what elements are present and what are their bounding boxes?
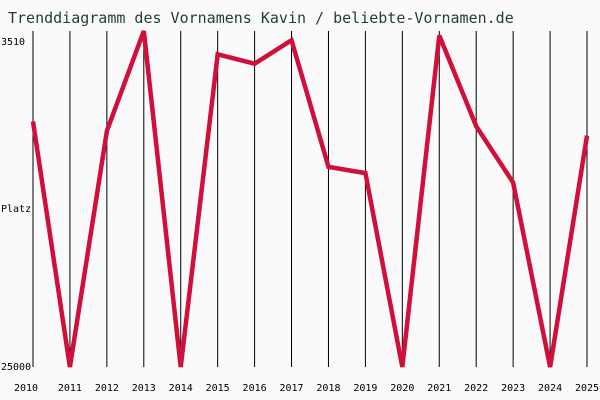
x-axis-tick-labels: 2010 2011 2012 2013 2014 2015 2016 2017 2018 2019… bbox=[14, 383, 599, 394]
y-tick-label-top: 3510 bbox=[1, 37, 25, 48]
x-tick-label-2018: 2018 bbox=[316, 383, 340, 394]
y-tick-label-bottom: 25000 bbox=[1, 362, 31, 373]
x-tick-label-2010: 2010 bbox=[14, 383, 38, 394]
x-tick-label-2022: 2022 bbox=[464, 383, 488, 394]
y-axis-label: Platz bbox=[1, 204, 31, 215]
x-tick-label-2011: 2011 bbox=[58, 383, 82, 394]
x-tick-label-2025: 2025 bbox=[575, 383, 599, 394]
x-tick-label-2016: 2016 bbox=[243, 383, 267, 394]
series-line bbox=[30, 30, 590, 368]
x-tick-label-2014: 2014 bbox=[169, 383, 193, 394]
x-tick-label-2019: 2019 bbox=[353, 383, 377, 394]
gridlines bbox=[69, 31, 588, 367]
x-tick-label-2024: 2024 bbox=[538, 383, 562, 394]
x-tick-label-2023: 2023 bbox=[501, 383, 525, 394]
x-tick-label-2021: 2021 bbox=[427, 383, 451, 394]
x-tick-label-2013: 2013 bbox=[132, 383, 156, 394]
x-tick-label-2015: 2015 bbox=[206, 383, 230, 394]
chart-title: Trenddiagramm des Vornamens Kavin / beli… bbox=[8, 9, 514, 27]
x-tick-label-2017: 2017 bbox=[279, 383, 303, 394]
x-tick-label-2012: 2012 bbox=[95, 383, 119, 394]
x-tick-label-2020: 2020 bbox=[390, 383, 414, 394]
